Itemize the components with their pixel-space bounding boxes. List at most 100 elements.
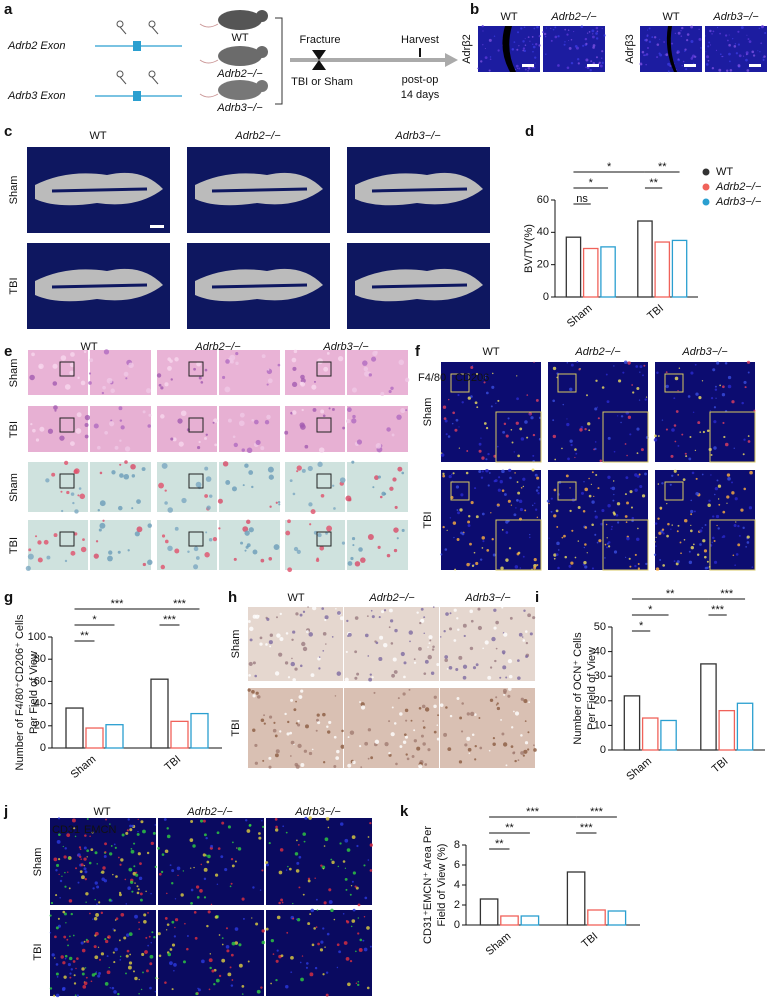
texture — [399, 745, 403, 748]
texture — [523, 699, 528, 704]
texture — [367, 836, 370, 838]
y-tick-label: 4 — [454, 879, 460, 891]
texture — [569, 487, 571, 489]
texture — [109, 823, 111, 825]
texture — [288, 867, 292, 871]
texture — [49, 987, 53, 990]
texture — [139, 898, 143, 902]
texture — [595, 32, 598, 35]
texture — [588, 31, 591, 33]
texture — [664, 54, 666, 56]
texture — [514, 565, 519, 569]
texture — [447, 747, 452, 752]
texture — [307, 606, 309, 608]
row-label: TBI — [32, 943, 44, 960]
texture — [454, 568, 457, 571]
texture — [154, 991, 157, 993]
texture — [715, 514, 720, 519]
texture — [309, 523, 312, 526]
texture — [296, 918, 301, 922]
texture — [145, 388, 152, 394]
texture — [515, 507, 517, 509]
texture — [332, 484, 335, 487]
texture — [280, 898, 284, 902]
texture — [674, 32, 677, 35]
texture — [258, 836, 262, 840]
texture — [347, 407, 352, 413]
texture — [745, 58, 748, 62]
texture — [246, 829, 251, 833]
texture — [111, 470, 116, 475]
texture — [146, 851, 150, 855]
sig-label: *** — [173, 598, 187, 610]
texture — [418, 764, 423, 769]
texture — [224, 386, 231, 393]
texture — [336, 943, 340, 947]
bar — [190, 712, 209, 749]
texture — [402, 692, 406, 696]
texture — [64, 957, 67, 960]
texture — [489, 58, 492, 61]
texture — [389, 486, 394, 491]
genotype-label: Adrb3−/− — [216, 102, 263, 114]
texture — [751, 50, 755, 54]
texture — [174, 918, 179, 922]
texture — [96, 885, 100, 889]
texture — [557, 566, 560, 570]
texture — [594, 510, 597, 513]
texture — [296, 861, 300, 865]
texture — [706, 55, 710, 59]
texture — [142, 410, 146, 414]
texture — [146, 969, 149, 973]
texture — [517, 491, 521, 495]
texture — [174, 898, 177, 900]
label: post-op — [402, 74, 439, 86]
texture — [443, 417, 447, 420]
texture — [492, 737, 496, 740]
texture — [273, 544, 280, 550]
texture — [187, 550, 190, 554]
texture — [659, 53, 663, 57]
texture — [596, 406, 599, 408]
texture — [524, 68, 527, 71]
texture — [300, 424, 306, 430]
texture — [263, 722, 266, 725]
texture — [584, 487, 589, 492]
texture — [726, 473, 731, 477]
texture — [604, 557, 606, 559]
texture — [461, 702, 464, 705]
texture — [427, 654, 432, 660]
texture — [205, 476, 212, 482]
texture — [137, 818, 139, 821]
texture — [157, 932, 161, 936]
texture — [466, 712, 470, 716]
texture — [54, 935, 57, 939]
zoom-box — [316, 417, 332, 433]
y-tick-label: 0 — [600, 744, 606, 756]
texture — [75, 867, 78, 870]
texture — [556, 526, 559, 528]
texture — [648, 27, 651, 30]
texture — [221, 821, 225, 825]
texture — [297, 723, 301, 727]
texture — [527, 70, 529, 72]
texture — [137, 852, 141, 856]
texture — [241, 448, 245, 452]
texture — [699, 431, 702, 433]
texture — [511, 441, 514, 444]
texture — [126, 933, 130, 937]
texture — [677, 389, 679, 392]
texture — [403, 733, 407, 737]
texture — [692, 411, 695, 414]
texture — [91, 831, 94, 834]
texture — [665, 428, 668, 431]
texture — [347, 632, 352, 637]
texture — [129, 824, 132, 828]
marrow — [211, 187, 308, 193]
texture — [131, 824, 134, 828]
texture — [134, 976, 138, 981]
texture — [524, 420, 528, 424]
texture — [160, 386, 164, 390]
texture — [728, 34, 730, 36]
texture — [716, 479, 719, 482]
